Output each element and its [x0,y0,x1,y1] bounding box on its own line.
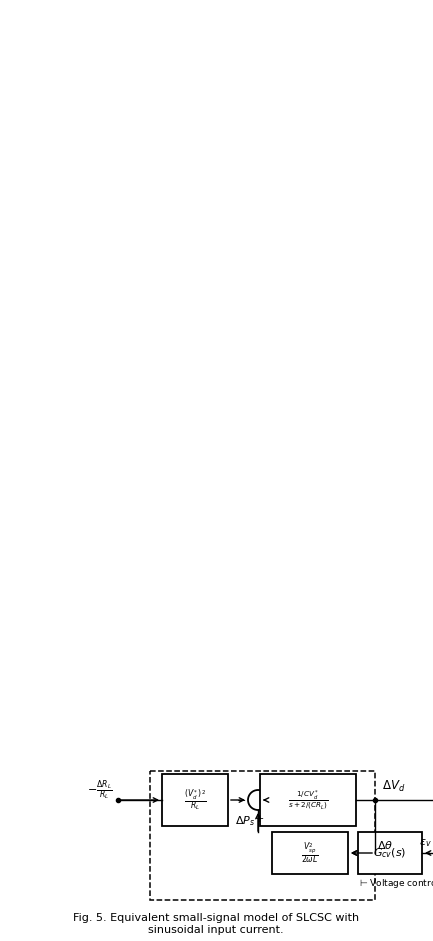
Text: $\Delta V_d$: $\Delta V_d$ [382,779,405,794]
Bar [260,774,356,826]
Text: $-\frac{\Delta R_L}{R_L}$: $-\frac{\Delta R_L}{R_L}$ [87,778,113,802]
Text: $\vdash$Voltage controller: $\vdash$Voltage controller [358,877,433,890]
Circle shape [248,790,268,810]
Text: sinusoidal input current.: sinusoidal input current. [148,925,284,935]
Text: $\frac{V_{sp}^2}{2\omega L}$: $\frac{V_{sp}^2}{2\omega L}$ [301,841,319,865]
Text: $G_{cv}(s)$: $G_{cv}(s)$ [373,846,407,860]
Text: $\Delta\theta$: $\Delta\theta$ [377,839,393,851]
Bar [272,832,348,874]
Text: $\Delta P_s$: $\Delta P_s$ [235,814,255,828]
Text: Fig. 5. Equivalent small-signal model of SLCSC with: Fig. 5. Equivalent small-signal model of… [73,913,359,923]
Text: $\frac{1/CV_d^*}{s+2/(CR_L)}$: $\frac{1/CV_d^*}{s+2/(CR_L)}$ [288,789,328,812]
Text: $\varepsilon_v$: $\varepsilon_v$ [419,837,432,849]
Text: $-$: $-$ [236,794,246,804]
Text: $+$: $+$ [254,813,264,824]
Text: $\frac{(V_d^*)^2}{R_L}$: $\frac{(V_d^*)^2}{R_L}$ [184,789,207,812]
Bar [150,771,375,900]
Bar [162,774,228,826]
Bar [358,832,422,874]
